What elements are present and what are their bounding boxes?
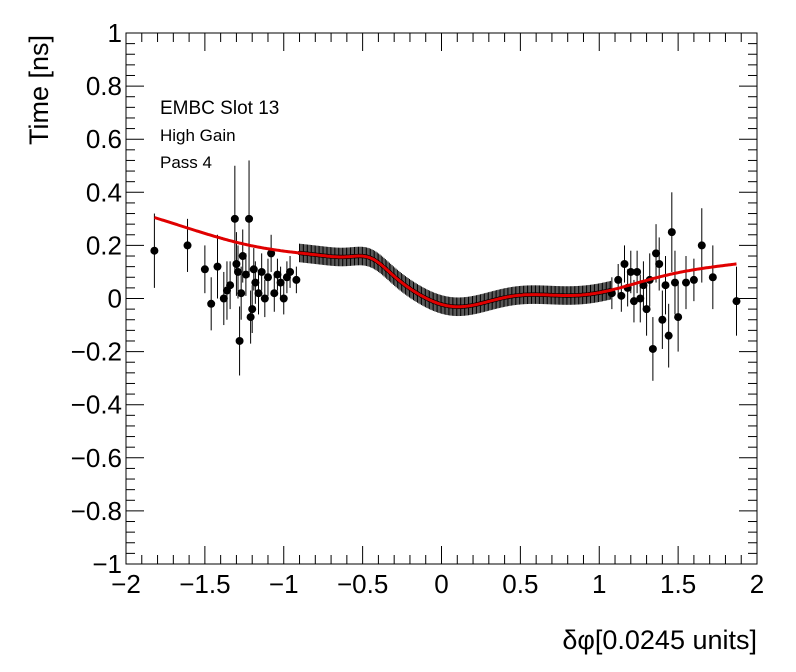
data-point xyxy=(248,305,257,314)
data-point xyxy=(658,315,667,324)
data-point xyxy=(226,281,235,290)
y-tick-label: −0.6 xyxy=(71,443,122,473)
data-point xyxy=(732,297,741,306)
data-point xyxy=(661,281,670,290)
data-point xyxy=(207,299,216,308)
x-tick-labels: −2 −1.5 −1 −0.5 0 0.5 1 1.5 2 xyxy=(111,569,764,599)
y-tick-label: 0 xyxy=(108,284,122,314)
data-point xyxy=(664,331,673,340)
data-point xyxy=(241,270,250,279)
x-tick-label: 0.5 xyxy=(502,569,538,599)
data-point xyxy=(292,275,301,284)
data-point xyxy=(633,267,642,276)
data-point xyxy=(183,241,192,250)
x-tick-label: 2 xyxy=(750,569,764,599)
axis-ticks xyxy=(125,32,758,565)
annotation-pass: Pass 4 xyxy=(160,153,212,172)
data-point xyxy=(655,259,664,268)
data-point xyxy=(636,294,645,303)
data-point xyxy=(270,289,279,298)
data-point xyxy=(674,313,683,322)
data-point xyxy=(682,278,691,287)
y-tick-label: −0.2 xyxy=(71,337,122,367)
x-tick-label: −1 xyxy=(269,569,299,599)
data-point xyxy=(245,214,254,223)
y-tick-label: 0.6 xyxy=(86,124,122,154)
data-point xyxy=(273,270,282,279)
y-tick-label: −1 xyxy=(92,549,122,579)
data-point xyxy=(697,241,706,250)
data-point xyxy=(642,305,651,314)
data-markers xyxy=(150,214,741,353)
data-point xyxy=(251,278,260,287)
data-point xyxy=(235,336,244,345)
y-tick-label: 1 xyxy=(108,18,122,48)
data-point xyxy=(276,278,285,287)
data-point xyxy=(254,289,263,298)
y-tick-label: 0.8 xyxy=(86,71,122,101)
y-tick-labels: −1 −0.8 −0.6 −0.4 −0.2 0 0.2 0.4 0.6 0.8 1 xyxy=(71,18,122,579)
data-point xyxy=(652,249,661,258)
data-point xyxy=(648,344,657,353)
data-point xyxy=(219,294,228,303)
x-tick-label: −1.5 xyxy=(179,569,230,599)
data-point xyxy=(234,267,243,276)
x-tick-label: 1.5 xyxy=(660,569,696,599)
data-point xyxy=(626,267,635,276)
fit-curve xyxy=(153,216,737,309)
data-point xyxy=(257,267,266,276)
data-point xyxy=(230,214,239,223)
data-point xyxy=(238,252,247,261)
data-point xyxy=(200,265,209,274)
data-point xyxy=(670,278,679,287)
y-tick-label: 0.4 xyxy=(86,177,122,207)
data-point xyxy=(260,294,269,303)
data-point xyxy=(267,249,276,258)
data-point xyxy=(667,228,676,237)
data-point xyxy=(286,267,295,276)
data-point xyxy=(629,297,638,306)
data-point xyxy=(237,289,246,298)
data-point xyxy=(213,262,222,271)
data-point xyxy=(689,275,698,284)
data-point xyxy=(249,265,258,274)
data-point xyxy=(246,313,255,322)
x-axis-title: δφ[0.0245 units] xyxy=(562,625,757,655)
data-point xyxy=(708,273,717,282)
data-point xyxy=(279,294,288,303)
y-axis-title: Time [ns] xyxy=(24,35,54,145)
y-tick-label: −0.8 xyxy=(71,496,122,526)
annotation-detector: EMBC Slot 13 xyxy=(160,98,279,119)
y-tick-label: 0.2 xyxy=(86,230,122,260)
x-tick-label: −0.5 xyxy=(337,569,388,599)
data-point xyxy=(263,273,272,282)
x-tick-label: 1 xyxy=(592,569,606,599)
x-tick-label: 0 xyxy=(434,569,448,599)
data-point xyxy=(232,259,241,268)
data-point xyxy=(620,259,629,268)
data-point xyxy=(150,246,159,255)
x-tick-label: −2 xyxy=(111,569,141,599)
annotation-gain: High Gain xyxy=(160,126,236,145)
data-point xyxy=(617,291,626,300)
y-tick-label: −0.4 xyxy=(71,390,122,420)
data-point xyxy=(614,275,623,284)
